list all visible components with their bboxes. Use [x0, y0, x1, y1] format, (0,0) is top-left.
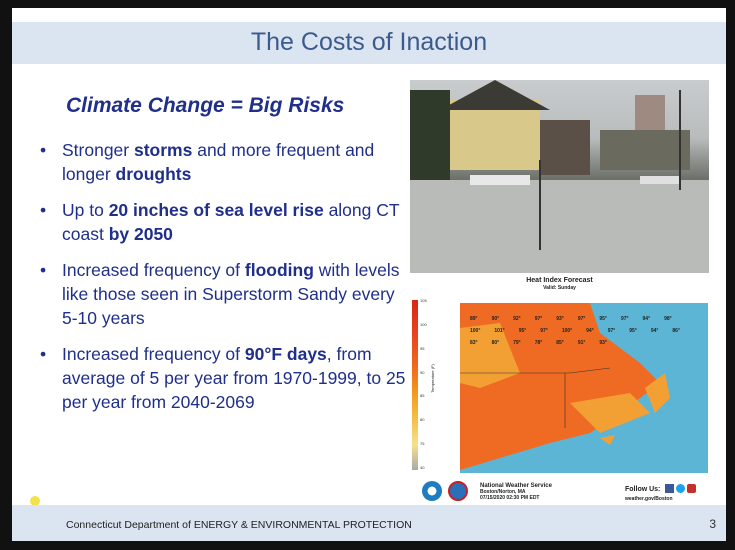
- bullet-item: Stronger storms and more frequent and lo…: [30, 138, 410, 186]
- bullet-item: Increased frequency of 90°F days, from a…: [30, 342, 410, 414]
- follow-us-label: Follow Us:: [625, 486, 661, 493]
- nws-logo-icon: [448, 481, 468, 501]
- map-title: Heat Index Forecast: [526, 277, 593, 284]
- page-number: 3: [709, 517, 716, 531]
- footer: Connecticut Department of ENERGY & ENVIR…: [12, 505, 726, 541]
- slide: The Costs of Inaction Climate Change = B…: [12, 8, 726, 541]
- temperature-scale: [412, 300, 418, 470]
- bullet-item: Up to 20 inches of sea level rise along …: [30, 198, 410, 246]
- scale-label: Temperature (F): [429, 364, 435, 393]
- twitter-icon[interactable]: [676, 484, 685, 493]
- heat-index-map: Heat Index Forecast Valid: Sunday 105 100…: [410, 276, 709, 508]
- photo-illustration: [410, 80, 709, 273]
- scale-labels: 105 100 95 90 85 80 75 40: [420, 298, 427, 470]
- bullet-item: Increased frequency of flooding with lev…: [30, 258, 410, 330]
- map-website: weather.gov/Boston: [625, 496, 673, 502]
- bullet-list: Stronger storms and more frequent and lo…: [30, 138, 410, 426]
- title-bar: The Costs of Inaction: [12, 22, 726, 64]
- nws-office: Boston/Norton, MA: [480, 489, 526, 495]
- slide-subtitle: Climate Change = Big Risks: [66, 94, 345, 117]
- flooded-street-photo: [410, 80, 709, 273]
- youtube-icon[interactable]: [687, 484, 696, 493]
- map-drawing: [440, 303, 708, 473]
- map-valid: Valid: Sunday: [543, 285, 576, 291]
- map-temperature-labels: 89° 90° 92° 97° 93° 97° 95° 97° 94° 98° 100° 101° 95…: [470, 316, 680, 346]
- footer-org: Connecticut Department of ENERGY & ENVIR…: [66, 519, 412, 531]
- facebook-icon[interactable]: [665, 484, 674, 493]
- map-timestamp: 07/15/2020 02:30 PM EDT: [480, 495, 540, 501]
- nws-name: National Weather Service: [480, 483, 552, 489]
- noaa-logo-icon: [422, 481, 442, 501]
- slide-title: The Costs of Inaction: [250, 28, 488, 56]
